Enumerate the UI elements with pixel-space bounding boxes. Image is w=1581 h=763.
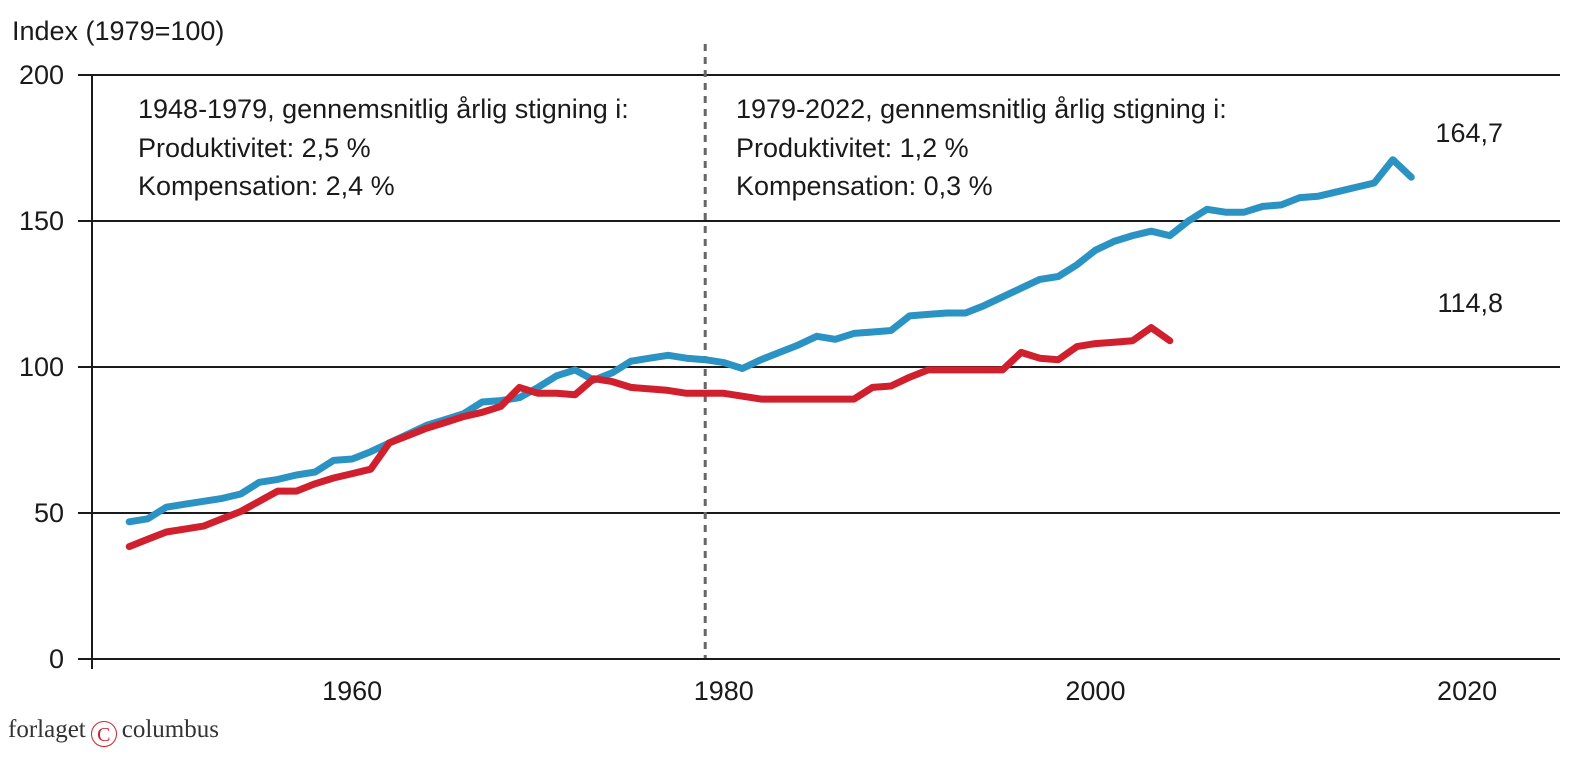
- y-tick-label-200: 200: [19, 60, 64, 90]
- annotation-right-line-1: 1979-2022, gennemsnitlig årlig stigning …: [736, 94, 1227, 124]
- logo-copyright-mark: C: [90, 721, 117, 747]
- y-tick-label-50: 50: [34, 498, 64, 528]
- annotation-left-line-1: 1948-1979, gennemsnitlig årlig stigning …: [138, 94, 629, 124]
- y-tick-label-100: 100: [19, 352, 64, 382]
- logo-text-right: columbus: [121, 716, 219, 743]
- y-axis-label: Index (1979=100): [12, 16, 224, 46]
- y-tick-label-0: 0: [49, 644, 64, 674]
- annotation-left-line-3: Kompensation: 2,4 %: [138, 171, 395, 201]
- end-label-productivity: 164,7: [1435, 118, 1503, 148]
- annotation-right-line-2: Produktivitet: 1,2 %: [736, 133, 969, 163]
- series-line-compensation: [125, 324, 1174, 551]
- series-line-productivity: [125, 156, 1415, 526]
- y-tick-label-150: 150: [19, 206, 64, 236]
- annotation-left-line-2: Produktivitet: 2,5 %: [138, 133, 371, 163]
- x-tick-label-2000: 2000: [1065, 676, 1125, 706]
- logo-text-left: forlaget: [8, 716, 86, 743]
- end-label-compensation: 114,8: [1437, 288, 1503, 318]
- annotation-right-line-3: Kompensation: 0,3 %: [736, 171, 993, 201]
- x-tick-label-1980: 1980: [694, 676, 754, 706]
- x-tick-label-2020: 2020: [1437, 676, 1497, 706]
- x-tick-label-1960: 1960: [322, 676, 382, 706]
